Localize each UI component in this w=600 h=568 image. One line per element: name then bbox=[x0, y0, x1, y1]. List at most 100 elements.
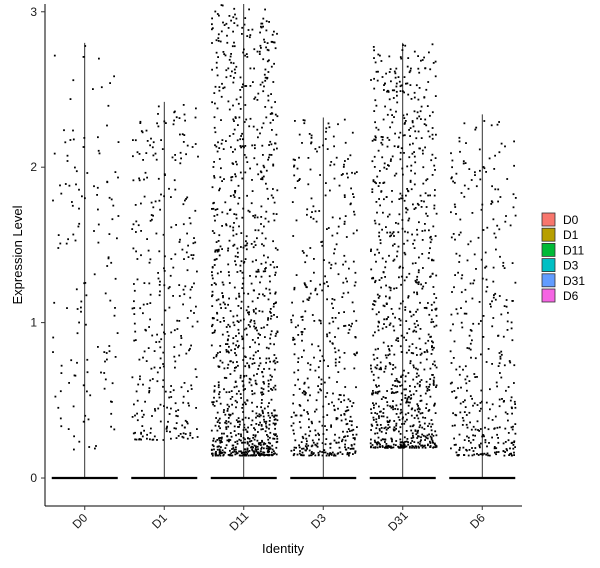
data-point bbox=[92, 88, 94, 90]
data-point bbox=[263, 418, 265, 421]
data-point bbox=[265, 287, 268, 290]
data-point bbox=[387, 423, 390, 426]
data-point bbox=[52, 351, 54, 353]
data-point bbox=[180, 386, 183, 389]
data-point bbox=[434, 446, 437, 449]
data-point bbox=[450, 177, 453, 180]
data-point bbox=[215, 283, 217, 286]
data-point bbox=[274, 388, 277, 391]
data-point bbox=[316, 442, 319, 445]
data-point bbox=[424, 342, 427, 345]
data-point bbox=[404, 121, 406, 124]
data-point bbox=[247, 305, 250, 308]
data-point bbox=[242, 411, 244, 413]
data-point bbox=[326, 333, 328, 336]
data-point bbox=[404, 397, 407, 399]
data-point bbox=[219, 359, 222, 362]
data-point bbox=[259, 362, 262, 365]
data-point bbox=[141, 425, 144, 427]
data-point bbox=[254, 244, 257, 246]
data-point bbox=[273, 266, 276, 269]
data-point bbox=[276, 419, 279, 422]
data-point bbox=[292, 454, 295, 457]
data-point bbox=[219, 427, 221, 430]
axes bbox=[44, 4, 522, 507]
data-point bbox=[211, 186, 214, 189]
data-point bbox=[485, 171, 487, 173]
data-point bbox=[402, 446, 405, 449]
data-point bbox=[378, 445, 381, 448]
data-point bbox=[266, 60, 269, 63]
data-point bbox=[221, 139, 224, 141]
data-point bbox=[133, 403, 135, 406]
data-point bbox=[272, 240, 274, 243]
data-point bbox=[391, 89, 394, 92]
data-point bbox=[213, 385, 216, 387]
data-point bbox=[496, 385, 498, 388]
data-point bbox=[385, 445, 388, 447]
data-point bbox=[243, 355, 246, 358]
data-point bbox=[462, 446, 465, 449]
data-point bbox=[314, 369, 317, 372]
data-point bbox=[414, 445, 417, 448]
data-point bbox=[272, 188, 274, 190]
data-point bbox=[374, 446, 377, 449]
data-point bbox=[273, 354, 276, 356]
data-point bbox=[210, 284, 213, 286]
data-point bbox=[374, 366, 377, 369]
data-point bbox=[414, 161, 417, 164]
data-point bbox=[177, 409, 180, 411]
data-point bbox=[324, 443, 327, 446]
data-point bbox=[235, 98, 238, 101]
data-point bbox=[222, 51, 225, 53]
data-point bbox=[297, 324, 299, 327]
data-point bbox=[418, 426, 421, 429]
data-point bbox=[397, 380, 400, 383]
data-point bbox=[398, 430, 400, 433]
data-point bbox=[495, 451, 498, 453]
data-point bbox=[319, 283, 321, 286]
data-point bbox=[221, 436, 223, 439]
data-point bbox=[395, 82, 398, 85]
data-point bbox=[234, 352, 236, 354]
data-point bbox=[152, 438, 155, 441]
data-point bbox=[190, 344, 192, 347]
data-point bbox=[403, 76, 406, 78]
data-point bbox=[301, 356, 303, 358]
data-point bbox=[474, 434, 476, 437]
data-point bbox=[196, 436, 199, 438]
data-point bbox=[89, 394, 92, 397]
data-point bbox=[213, 161, 215, 163]
data-point bbox=[434, 169, 436, 171]
data-point bbox=[385, 168, 388, 170]
data-point bbox=[486, 286, 489, 288]
data-point bbox=[256, 163, 259, 166]
data-point bbox=[222, 301, 225, 304]
data-point bbox=[255, 454, 257, 457]
data-point bbox=[272, 386, 275, 389]
data-point bbox=[131, 376, 134, 379]
data-point bbox=[158, 199, 161, 202]
data-point bbox=[396, 385, 398, 388]
data-point bbox=[59, 417, 62, 420]
data-point bbox=[374, 432, 376, 435]
data-point bbox=[383, 89, 385, 91]
data-point bbox=[379, 424, 382, 426]
data-point bbox=[504, 145, 506, 148]
data-point bbox=[406, 438, 409, 440]
data-point bbox=[460, 307, 462, 309]
data-point bbox=[501, 398, 503, 400]
data-point bbox=[377, 53, 380, 56]
data-point bbox=[342, 281, 345, 284]
data-point bbox=[498, 121, 500, 123]
data-point bbox=[140, 202, 142, 205]
data-point bbox=[471, 447, 473, 449]
violin-layer bbox=[84, 4, 483, 479]
data-point bbox=[275, 213, 278, 215]
data-point bbox=[350, 187, 352, 190]
data-point bbox=[409, 310, 411, 313]
data-point bbox=[59, 242, 62, 245]
data-point bbox=[372, 390, 374, 392]
data-point bbox=[131, 416, 134, 418]
data-point bbox=[132, 179, 135, 182]
